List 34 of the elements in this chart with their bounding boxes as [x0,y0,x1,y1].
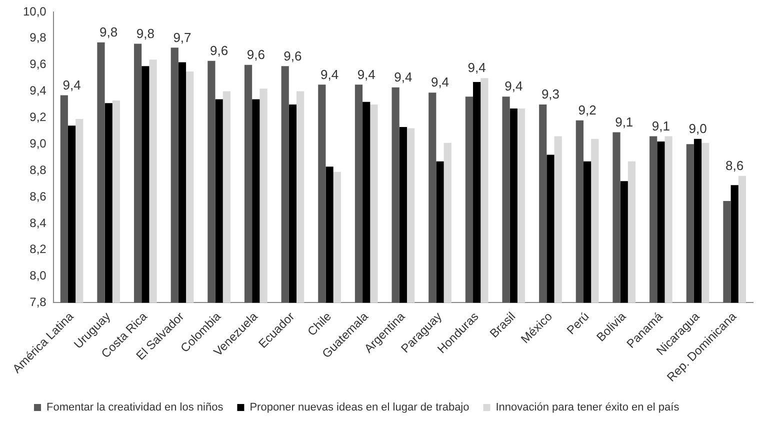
data-label: 9,4 [357,66,376,82]
data-label: 9,4 [504,78,523,94]
y-tick-label: 9,6 [30,57,47,72]
data-label: 9,1 [652,118,670,134]
data-label: 9,4 [394,69,412,84]
y-tick-label: 8,0 [30,268,47,283]
data-label: 9,0 [688,120,707,136]
data-label: 9,6 [284,48,302,64]
y-tick-label: 9,0 [30,136,47,150]
data-label: 9,8 [100,24,118,40]
data-label: 9,4 [320,66,339,82]
y-tick-label: 8,2 [30,242,47,256]
data-label: 9,2 [578,102,596,118]
data-label: 8,6 [726,158,744,173]
legend-label: Proponer nuevas ideas en el lugar de trabajo [250,402,470,414]
y-tick-label: 9,8 [30,30,47,45]
y-tick-label: 7,8 [30,295,47,310]
data-label: 9,7 [173,30,192,45]
data-label: 9,4 [430,74,450,90]
y-tick-label: 8,4 [30,216,47,230]
legend-label: Fomentar la creatividad en los niños [46,402,224,414]
data-label: 9,6 [246,46,265,62]
y-tick-label: 9,2 [30,110,47,124]
y-tick-label: 10,0 [22,4,47,18]
y-tick-label: 9,4 [30,84,47,98]
data-label: 9,8 [136,26,154,41]
legend-label: Innovación para tener éxito en el país [496,402,680,414]
data-label: 9,6 [210,42,228,58]
data-label: 9,3 [541,86,560,102]
y-tick-label: 8,8 [30,162,47,177]
data-label: 9,1 [615,114,634,130]
y-tick-label: 8,6 [30,189,47,204]
data-label: 9,4 [468,60,486,76]
data-label: 9,4 [62,77,81,92]
